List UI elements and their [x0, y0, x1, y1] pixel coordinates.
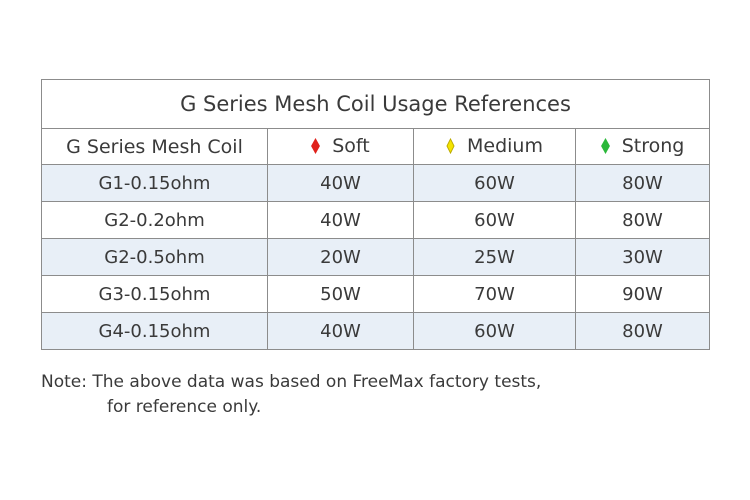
header-strong-label: Strong: [621, 134, 685, 157]
cell-medium: 70W: [413, 275, 576, 313]
footnote-line-2: for reference only.: [107, 397, 262, 417]
table-row: G2-0.2ohm 40W 60W 80W: [41, 201, 711, 239]
cell-coil: G2-0.2ohm: [41, 201, 268, 239]
footnote-line-1: Note: The above data was based on FreeMa…: [41, 372, 542, 392]
cell-soft: 40W: [267, 312, 414, 350]
table-row: G2-0.5ohm 20W 25W 30W: [41, 238, 711, 276]
green-diamond-icon: [600, 137, 610, 154]
cell-soft: 40W: [267, 201, 414, 239]
table-title-row: G Series Mesh Coil Usage References: [40, 79, 711, 129]
cell-coil: G3-0.15ohm: [41, 275, 268, 313]
table-header-row: G Series Mesh Coil Soft Medium: [41, 128, 711, 165]
header-medium-label: Medium: [467, 134, 543, 157]
header-medium: Medium: [413, 128, 576, 165]
footnote: Note: The above data was based on FreeMa…: [41, 370, 701, 420]
cell-strong: 80W: [574, 201, 711, 239]
cell-medium: 25W: [413, 238, 576, 276]
cell-soft: 50W: [267, 275, 414, 313]
table-title: G Series Mesh Coil Usage References: [40, 79, 711, 129]
cell-medium: 60W: [413, 201, 576, 239]
cell-coil: G4-0.15ohm: [41, 312, 268, 350]
header-soft: Soft: [267, 128, 414, 165]
cell-soft: 20W: [267, 238, 414, 276]
cell-coil: G1-0.15ohm: [41, 164, 268, 202]
table-row: G4-0.15ohm 40W 60W 80W: [41, 312, 711, 350]
cell-strong: 80W: [574, 312, 711, 350]
header-soft-label: Soft: [332, 134, 370, 157]
cell-medium: 60W: [413, 312, 576, 350]
cell-strong: 80W: [574, 164, 711, 202]
header-coil: G Series Mesh Coil: [41, 128, 268, 165]
table-row: G1-0.15ohm 40W 60W 80W: [41, 164, 711, 202]
header-strong: Strong: [574, 128, 711, 165]
yellow-diamond-icon: [446, 137, 455, 154]
coil-usage-table: G Series Mesh Coil Usage References G Se…: [40, 79, 711, 350]
red-diamond-icon: [311, 137, 321, 154]
cell-strong: 90W: [574, 275, 711, 313]
cell-strong: 30W: [574, 238, 711, 276]
cell-medium: 60W: [413, 164, 576, 202]
cell-soft: 40W: [267, 164, 414, 202]
table-row: G3-0.15ohm 50W 70W 90W: [41, 275, 711, 313]
cell-coil: G2-0.5ohm: [41, 238, 268, 276]
